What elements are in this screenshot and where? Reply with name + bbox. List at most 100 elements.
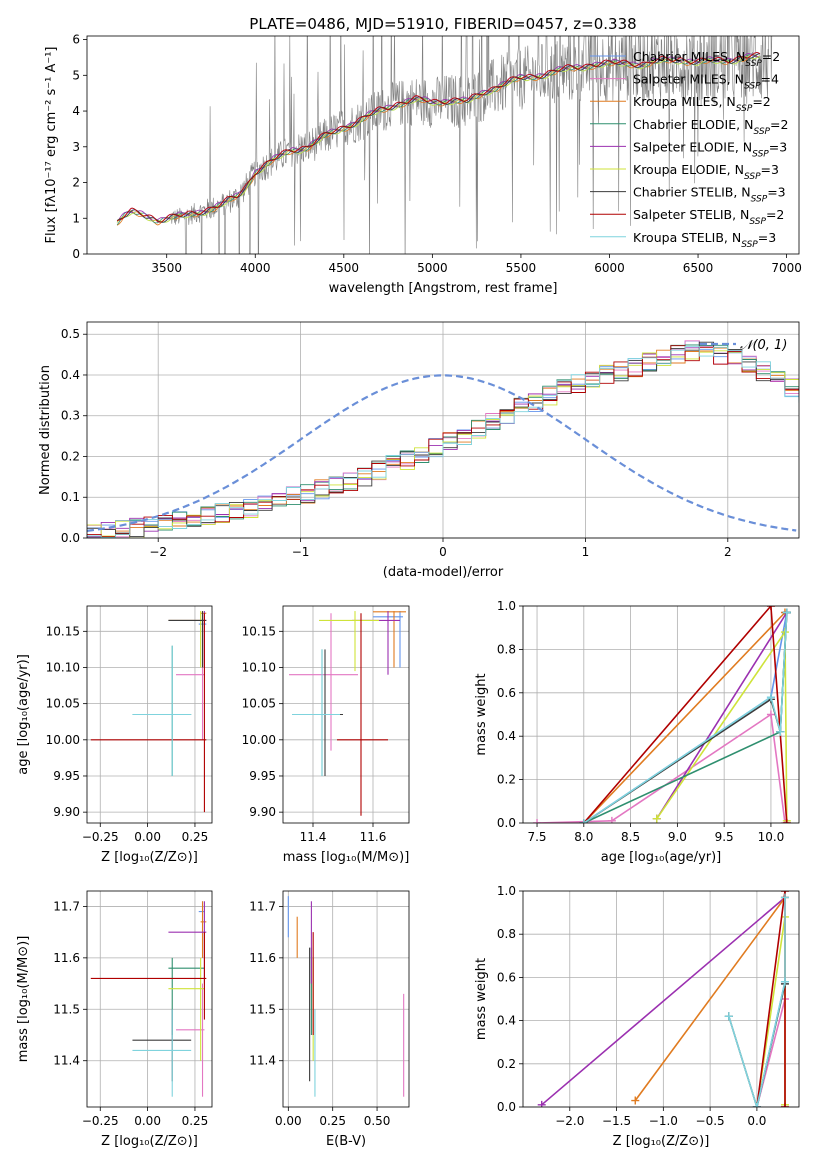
x-tick-label: 0.00 bbox=[275, 1114, 302, 1128]
x-axis-label: mass [log₁₀(M/M⊙)] bbox=[283, 850, 410, 865]
weight-marker bbox=[607, 816, 616, 823]
x-tick-label: −2 bbox=[149, 545, 167, 559]
y-tick-label: 5 bbox=[72, 68, 80, 82]
plot-frame bbox=[522, 605, 800, 824]
plot-area bbox=[537, 891, 789, 1107]
y-tick-label: 0.0 bbox=[497, 1100, 516, 1114]
weight-line-kroupa-miles bbox=[583, 611, 786, 823]
weight-marker bbox=[537, 1100, 546, 1107]
y-tick-label: 10.05 bbox=[46, 697, 80, 711]
y-tick-label: 9.95 bbox=[249, 769, 276, 783]
weight-line-salpeter-elodie bbox=[656, 612, 788, 820]
legend-tail: =3 bbox=[767, 185, 785, 200]
x-tick-label: 0.0 bbox=[747, 1114, 766, 1128]
y-axis-label: Normed distribution bbox=[38, 365, 53, 495]
y-tick-label: 1.0 bbox=[497, 884, 516, 898]
legend-tail: =2 bbox=[762, 49, 780, 64]
y-tick-label: 11.5 bbox=[53, 1002, 80, 1016]
weight-marker bbox=[752, 1103, 761, 1107]
x-tick-label: 9.0 bbox=[668, 830, 687, 844]
y-tick-label: 0.8 bbox=[497, 927, 516, 941]
histogram-chabrier-elodie bbox=[87, 344, 799, 538]
legend-subscript: SSP bbox=[752, 149, 769, 159]
y-tick-label: 0.6 bbox=[497, 686, 516, 700]
y-tick-label: 10.15 bbox=[242, 624, 276, 638]
x-tick-label: 4500 bbox=[329, 261, 360, 275]
y-tick-label: 10.15 bbox=[46, 624, 80, 638]
y-tick-label: 11.7 bbox=[53, 899, 80, 913]
weight-marker bbox=[776, 727, 785, 736]
x-axis-label: Z [log₁₀(Z/Z⊙)] bbox=[613, 1134, 710, 1149]
x-tick-label: −1 bbox=[292, 545, 310, 559]
x-tick-label: 8.5 bbox=[621, 830, 640, 844]
legend-label: Salpeter MILES, N bbox=[633, 72, 744, 87]
legend-label: Kroupa STELIB, N bbox=[633, 230, 741, 245]
legend-tail: =2 bbox=[770, 117, 788, 132]
legend-subscript: SSP bbox=[744, 82, 761, 92]
plot-area bbox=[289, 611, 406, 816]
y-tick-label: 0.0 bbox=[497, 816, 516, 830]
x-tick-label: 4000 bbox=[240, 261, 271, 275]
y-tick-label: 0.5 bbox=[61, 327, 80, 341]
y-tick-label: 0.3 bbox=[61, 409, 80, 423]
residuals-panel: −2 −1 0 1 2 0.0 0.1 0.2 0.3 0.4 0.5 (data-model)/er… bbox=[38, 321, 800, 580]
model-spectrum-kroupa-elodie bbox=[116, 55, 761, 223]
y-tick-label: 11.6 bbox=[249, 951, 276, 965]
y-tick-label: 11.7 bbox=[249, 899, 276, 913]
x-tick-label: 11.4 bbox=[300, 830, 327, 844]
weight-line-kroupa-miles bbox=[634, 897, 786, 1101]
legend-entry: Kroupa ELODIE, NSSP=3 bbox=[633, 162, 779, 182]
y-tick-label: 9.95 bbox=[53, 769, 80, 783]
mass-vs-ebv-panel: 0.00 0.25 0.50 11.4 11.5 11.6 11.7 E(B-V) bbox=[249, 890, 410, 1149]
x-tick-label: 11.6 bbox=[360, 830, 387, 844]
weight-marker bbox=[579, 819, 588, 823]
x-tick-label: 0.50 bbox=[364, 1114, 391, 1128]
legend-subscript: SSP bbox=[745, 59, 762, 69]
plot-frame bbox=[86, 35, 800, 255]
x-tick-label: 6000 bbox=[594, 261, 625, 275]
legend-entry: Kroupa MILES, NSSP=2 bbox=[633, 94, 771, 114]
y-tick-label: 11.4 bbox=[53, 1054, 80, 1068]
weight-vs-age-panel: 7.5 8.0 8.5 9.0 9.5 10.0 0.0 0.2 0.4 0.6 0.8 1.0 age… bbox=[474, 599, 800, 865]
y-tick-label: 9.90 bbox=[53, 805, 80, 819]
weight-line-kroupa-stelib bbox=[583, 612, 788, 823]
x-tick-label: 0.00 bbox=[134, 830, 161, 844]
y-tick-label: 0.1 bbox=[61, 490, 80, 504]
x-tick-label: 0.25 bbox=[182, 830, 209, 844]
mass-vs-z-panel: −0.25 0.00 0.25 11.4 11.5 11.6 11.7 Z [log₁₀(Z/… bbox=[16, 890, 213, 1149]
plot-area bbox=[287, 896, 405, 1097]
legend-label: Chabrier STELIB, N bbox=[633, 185, 751, 200]
weight-vs-z-panel: −2.0 −1.5 −1.0 −0.5 0.0 0.0 0.2 0.4 0.6 0.8 1.0 Z [… bbox=[474, 884, 800, 1149]
normal-legend-label: 𝒩(0, 1) bbox=[740, 338, 787, 353]
legend-subscript: SSP bbox=[736, 104, 753, 114]
y-tick-label: 0.0 bbox=[61, 531, 80, 545]
x-axis-label: Z [log₁₀(Z/Z⊙)] bbox=[101, 1134, 198, 1149]
weight-marker bbox=[766, 710, 775, 719]
x-tick-label: 3500 bbox=[151, 261, 182, 275]
figure-title: PLATE=0486, MJD=51910, FIBERID=0457, z=0… bbox=[249, 15, 636, 33]
legend-entry: Chabrier ELODIE, NSSP=2 bbox=[633, 117, 788, 137]
legend-tail: =3 bbox=[761, 162, 779, 177]
plot-area bbox=[116, 36, 773, 254]
legend-entry: Salpeter STELIB, NSSP=2 bbox=[633, 207, 784, 227]
weight-line-salpeter-stelib bbox=[583, 606, 788, 823]
weight-marker bbox=[782, 608, 791, 617]
spectrum-panel: 3500 4000 4500 5000 5500 6000 6500 7000 0 1 2 3 4 5 6 w… bbox=[44, 33, 802, 296]
weight-marker bbox=[780, 1103, 789, 1107]
legend-entry: Salpeter MILES, NSSP=4 bbox=[633, 72, 779, 92]
legend-label: Salpeter STELIB, N bbox=[633, 207, 749, 222]
weight-line-salpeter-miles bbox=[536, 713, 786, 823]
legend-label: Chabrier MILES, N bbox=[633, 49, 745, 64]
x-tick-label: 0.25 bbox=[182, 1114, 209, 1128]
model-spectrum-salpeter-stelib bbox=[116, 52, 761, 223]
y-axis-label: mass [log₁₀(M/M⊙)] bbox=[16, 936, 31, 1063]
weight-line-kroupa-stelib bbox=[728, 897, 786, 1107]
y-tick-label: 6 bbox=[72, 33, 80, 47]
weight-marker bbox=[631, 1096, 640, 1105]
plot-frame bbox=[522, 890, 800, 1108]
y-tick-label: 10.10 bbox=[242, 660, 276, 674]
y-tick-label: 0.2 bbox=[61, 449, 80, 463]
observed-spectrum-line bbox=[170, 36, 773, 254]
